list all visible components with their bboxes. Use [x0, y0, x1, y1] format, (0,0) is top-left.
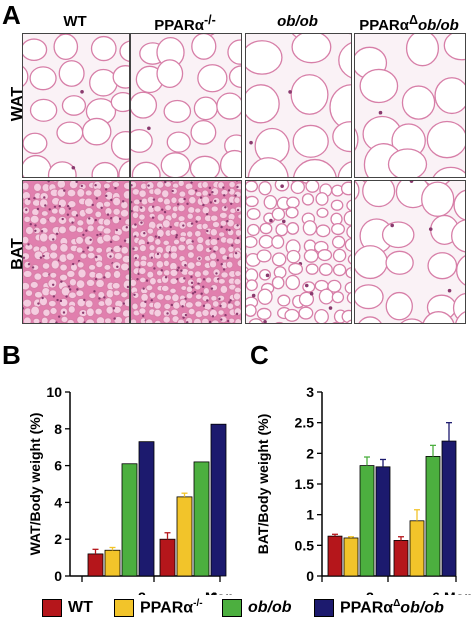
column-header-0: WT [22, 14, 128, 29]
legend-item-2: ob/ob [222, 597, 292, 619]
y-axis-label: BAT/Body weight (%) [255, 414, 271, 555]
y-tick-label: 0.5 [295, 537, 315, 553]
legend-swatch-3 [314, 599, 334, 617]
y-tick-label: 1 [306, 507, 314, 523]
legend-label-1-main: PPARα [140, 599, 194, 617]
bar-1-0 [104, 549, 121, 577]
panel-label-c: C [250, 340, 269, 370]
bat-chart: BAT/Body weight (%) 0 0.5 1 1.5 2 2.5 3 3 6 Mon [255, 384, 473, 595]
x-axis-label: Mon [444, 589, 473, 595]
y-tick-label: 4 [54, 494, 62, 510]
legend-label-3-tail: ob/ob [400, 599, 444, 617]
legend-label-3-sup: Δ [393, 598, 401, 610]
histology-tile-wat-1 [130, 33, 242, 178]
bar-3-0 [138, 441, 155, 577]
x-tick-label: 6 [210, 589, 218, 595]
legend-label-2-tail: ob/ob [248, 599, 292, 616]
legend-label-3: PPARαΔob/ob [340, 598, 444, 617]
column-header-3-tail: ob/ob [417, 17, 459, 34]
bar-2-1 [193, 461, 210, 577]
legend-label-0: WT [68, 599, 93, 617]
y-tick-label: 3 [306, 384, 314, 400]
panel-label-a: A [2, 0, 21, 30]
column-header-2: ob/ob [245, 14, 350, 29]
legend-label-1: PPARα-/- [140, 598, 203, 617]
legend-item-3: PPARαΔob/ob [314, 597, 444, 619]
bar-0-1 [159, 538, 176, 577]
legend-swatch-1 [114, 599, 134, 617]
column-header-3: PPARαΔob/ob [354, 14, 464, 33]
bar-3-0 [375, 466, 391, 577]
y-tick-label: 0 [306, 568, 314, 584]
column-header-3-sup: Δ [408, 13, 418, 27]
histology-tile-bat-1 [130, 180, 242, 324]
y-tick-label: 1.5 [295, 476, 315, 492]
y-tick-label: 6 [54, 458, 62, 474]
legend-swatch-2 [222, 599, 242, 617]
column-header-1-sup: -/- [203, 13, 216, 27]
histology-tile-bat-0 [22, 180, 130, 324]
legend-label-2: ob/ob [248, 599, 292, 617]
legend-label-1-sup: -/- [193, 598, 203, 610]
column-header-1-main: PPARα [154, 17, 204, 34]
column-header-1: PPARα-/- [130, 14, 240, 33]
bar-1-0 [343, 537, 359, 577]
bar-3-1 [210, 423, 227, 577]
bar-3-1 [441, 440, 457, 577]
y-tick-label: 8 [54, 421, 62, 437]
bar-2-1 [425, 456, 441, 577]
histology-tile-wat-2 [245, 33, 352, 178]
bar-1-1 [176, 496, 193, 577]
histology-tile-bat-2 [245, 180, 352, 324]
y-tick-label: 10 [46, 384, 62, 400]
histology-tile-wat-3 [354, 33, 466, 178]
legend-label-0-main: WT [68, 599, 93, 616]
bar-1-1 [409, 520, 425, 577]
histology-tile-wat-0 [22, 33, 130, 178]
legend-item-1: PPARα-/- [114, 597, 203, 619]
bar-0-0 [87, 553, 104, 577]
histology-tile-bat-3 [354, 180, 466, 324]
bar-2-0 [121, 463, 138, 577]
column-header-0-main: WT [63, 13, 87, 30]
y-tick-label: 2.5 [295, 415, 315, 431]
column-header-3-main: PPARα [359, 17, 409, 34]
bar-0-1 [393, 540, 409, 577]
bar-0-0 [327, 535, 343, 577]
bar-2-0 [359, 465, 375, 577]
column-header-2-main: ob/ob [277, 13, 318, 30]
x-axis-label: Mon [205, 589, 234, 595]
x-tick-label: 6 [432, 589, 440, 595]
x-tick-label: 3 [138, 589, 146, 595]
legend-swatch-0 [42, 599, 62, 617]
panel-label-b: B [2, 340, 21, 370]
y-tick-label: 2 [54, 531, 62, 547]
legend-item-0: WT [42, 597, 93, 619]
y-tick-label: 2 [306, 445, 314, 461]
x-tick-label: 3 [366, 589, 374, 595]
legend-label-3-main: PPARα [340, 599, 394, 617]
wat-chart: WAT/Body weight (%)024681036Mon [27, 384, 234, 595]
y-tick-label: 0 [54, 568, 62, 584]
y-axis-label: WAT/Body weight (%) [27, 413, 43, 556]
